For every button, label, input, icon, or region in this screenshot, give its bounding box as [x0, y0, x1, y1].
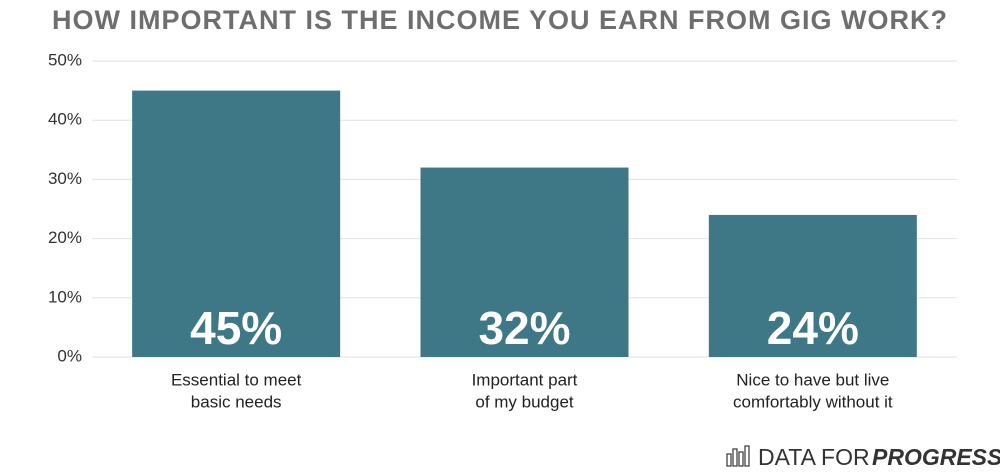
y-tick-label: 50%	[48, 50, 82, 69]
bar	[420, 167, 629, 357]
value-label: 45%	[190, 302, 282, 354]
y-tick-label: 40%	[48, 110, 82, 129]
chart-title: HOW IMPORTANT IS THE INCOME YOU EARN FRO…	[52, 5, 948, 35]
x-tick-label: comfortably without it	[733, 392, 893, 411]
value-label: 24%	[767, 302, 859, 354]
x-tick-label: basic needs	[191, 392, 282, 411]
source-prefix: DATA FOR	[758, 444, 870, 470]
value-label: 32%	[478, 302, 570, 354]
y-tick-label: 20%	[48, 228, 82, 247]
y-tick-label: 10%	[48, 287, 82, 306]
bar	[708, 214, 917, 357]
source-name: PROGRESS	[872, 444, 1000, 470]
x-tick-label: Essential to meet	[171, 370, 302, 389]
x-tick-label: Nice to have but live	[736, 370, 889, 389]
logo	[726, 445, 750, 467]
x-tick-label: of my budget	[475, 392, 574, 411]
x-tick-label: Important part	[472, 370, 578, 389]
bar	[132, 90, 341, 357]
y-tick-label: 30%	[48, 169, 82, 188]
y-tick-label: 0%	[57, 346, 82, 365]
